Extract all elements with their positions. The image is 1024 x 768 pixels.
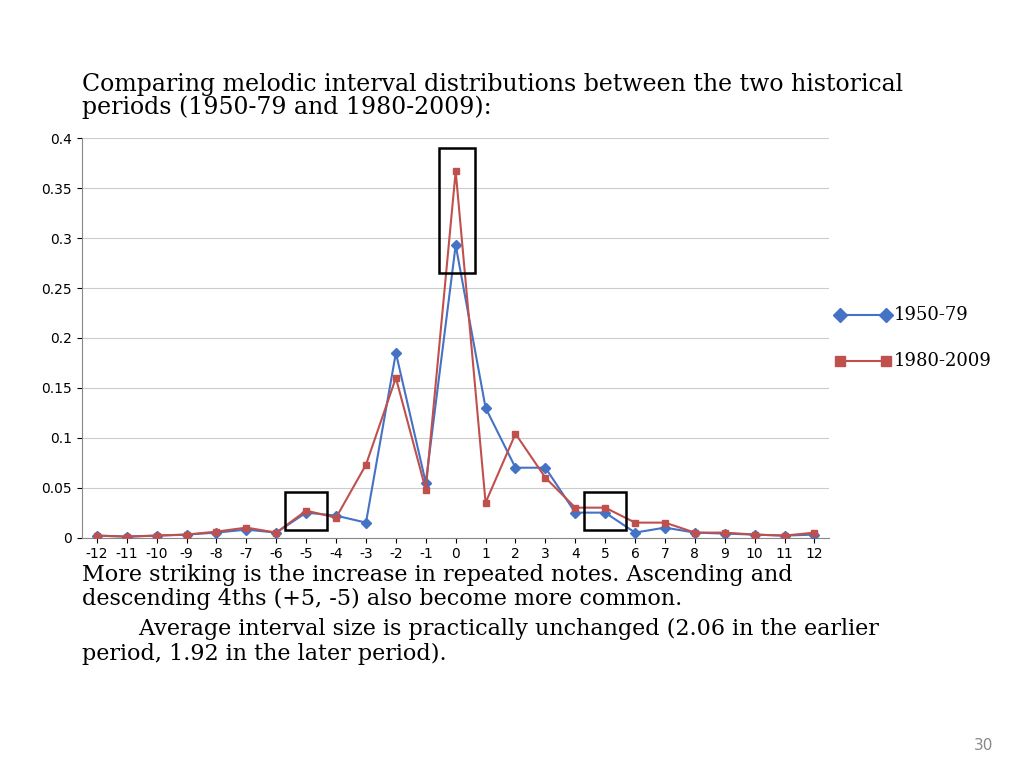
1980-2009 (479, 498, 492, 508)
1950-79 (241, 525, 253, 535)
Line: 1950-79: 1950-79 (93, 242, 818, 540)
1950-79 (270, 528, 283, 538)
1950-79 (390, 349, 402, 358)
1980-2009 (778, 531, 791, 540)
1950-79 (180, 530, 193, 539)
1980-2009 (359, 460, 372, 469)
1950-79 (540, 463, 552, 472)
1980-2009 (151, 531, 163, 540)
1980-2009 (91, 531, 103, 540)
1980-2009 (180, 530, 193, 539)
1980-2009 (241, 523, 253, 532)
Text: Average interval size is practically unchanged (2.06 in the earlier: Average interval size is practically unc… (82, 618, 879, 641)
1950-79 (749, 530, 761, 539)
1980-2009 (509, 429, 521, 439)
1950-79 (300, 508, 312, 518)
1950-79 (658, 523, 671, 532)
1950-79 (359, 518, 372, 528)
1980-2009 (270, 528, 283, 538)
1980-2009 (450, 167, 462, 176)
1980-2009 (569, 503, 582, 512)
Text: periods (1950-79 and 1980-2009):: periods (1950-79 and 1980-2009): (82, 95, 492, 119)
Text: descending 4ths (+5, -5) also become more common.: descending 4ths (+5, -5) also become mor… (82, 588, 682, 610)
1950-79 (450, 240, 462, 250)
1980-2009 (330, 513, 342, 522)
Line: 1980-2009: 1980-2009 (93, 167, 818, 540)
1950-79 (689, 528, 701, 538)
Text: 30: 30 (974, 737, 993, 753)
1950-79 (808, 530, 820, 539)
1950-79 (479, 403, 492, 412)
1950-79 (330, 511, 342, 520)
Text: 1950-79: 1950-79 (894, 306, 969, 324)
1980-2009 (719, 528, 731, 538)
1980-2009 (808, 528, 820, 538)
1950-79 (569, 508, 582, 518)
1950-79 (719, 529, 731, 538)
1950-79 (778, 531, 791, 540)
1980-2009 (300, 506, 312, 515)
1980-2009 (121, 532, 133, 541)
1950-79 (91, 531, 103, 540)
1950-79 (599, 508, 611, 518)
Text: More striking is the increase in repeated notes. Ascending and: More striking is the increase in repeate… (82, 564, 793, 587)
1980-2009 (629, 518, 641, 528)
1980-2009 (210, 527, 222, 536)
1980-2009 (599, 503, 611, 512)
1980-2009 (689, 528, 701, 538)
1980-2009 (658, 518, 671, 528)
1980-2009 (540, 473, 552, 482)
1980-2009 (749, 530, 761, 539)
1950-79 (420, 478, 432, 488)
1950-79 (151, 531, 163, 540)
Text: period, 1.92 in the later period).: period, 1.92 in the later period). (82, 643, 446, 665)
1980-2009 (390, 373, 402, 382)
1980-2009 (420, 485, 432, 495)
1950-79 (121, 532, 133, 541)
1950-79 (509, 463, 521, 472)
1950-79 (210, 528, 222, 538)
Text: 1980-2009: 1980-2009 (894, 352, 991, 370)
1950-79 (629, 528, 641, 538)
Text: Comparing melodic interval distributions between the two historical: Comparing melodic interval distributions… (82, 73, 903, 96)
